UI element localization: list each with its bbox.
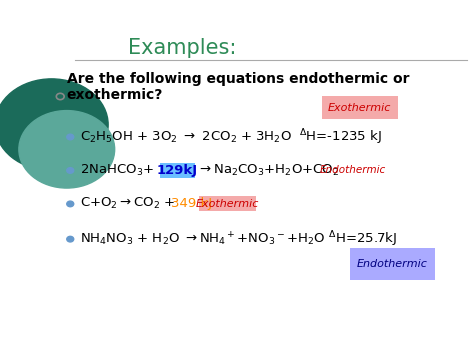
Text: $\rightarrow$Na$_2$CO$_3$+H$_2$O+CO$_2$: $\rightarrow$Na$_2$CO$_3$+H$_2$O+CO$_2$ [197, 163, 339, 178]
Circle shape [67, 201, 74, 207]
FancyBboxPatch shape [350, 248, 435, 280]
Circle shape [67, 168, 74, 173]
Text: C+O$_2$$\rightarrow$CO$_2$ +: C+O$_2$$\rightarrow$CO$_2$ + [80, 196, 177, 212]
Circle shape [0, 79, 108, 170]
Text: Endothermic: Endothermic [319, 165, 385, 175]
Text: Examples:: Examples: [128, 38, 236, 58]
Text: Exothermic: Exothermic [328, 103, 391, 113]
Circle shape [67, 236, 74, 242]
FancyBboxPatch shape [160, 163, 195, 178]
Text: 349 kJ: 349 kJ [171, 197, 212, 211]
Text: Exothermic: Exothermic [196, 199, 259, 209]
Text: NH$_4$NO$_3$ + H$_2$O $\rightarrow$NH$_4$$^+$+NO$_3$$^-$+H$_2$O $^{\Delta}$H=25.: NH$_4$NO$_3$ + H$_2$O $\rightarrow$NH$_4… [80, 229, 397, 249]
Text: 129kJ: 129kJ [157, 164, 198, 177]
Text: 2NaHCO$_3$+: 2NaHCO$_3$+ [80, 163, 154, 178]
Circle shape [19, 110, 115, 188]
Text: Endothermic: Endothermic [356, 259, 428, 269]
Text: Are the following equations endothermic or
exothermic?: Are the following equations endothermic … [67, 72, 409, 102]
FancyBboxPatch shape [321, 97, 398, 119]
FancyBboxPatch shape [199, 196, 256, 211]
Circle shape [67, 134, 74, 140]
Text: C$_2$H$_5$OH + 3O$_2$ $\rightarrow$ 2CO$_2$ + 3H$_2$O  $^{\Delta}$H=-1235 kJ: C$_2$H$_5$OH + 3O$_2$ $\rightarrow$ 2CO$… [80, 127, 382, 147]
